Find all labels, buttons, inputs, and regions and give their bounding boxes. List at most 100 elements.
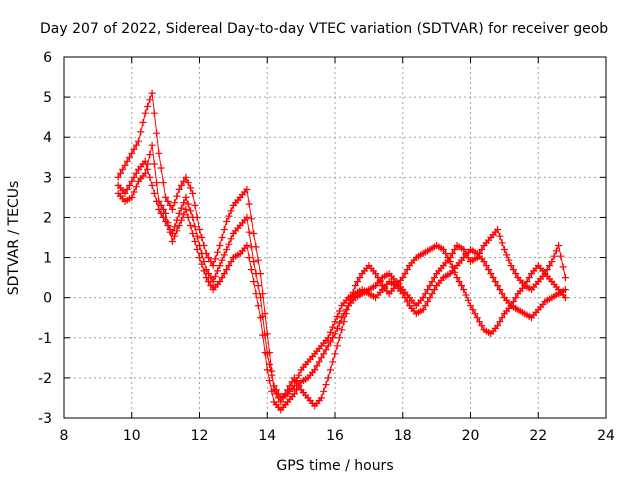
data-point	[403, 266, 411, 274]
data-point	[117, 169, 124, 177]
data-point	[146, 173, 154, 181]
data-point	[336, 334, 343, 342]
data-point	[399, 274, 407, 282]
data-point	[401, 270, 409, 278]
data-point	[324, 374, 332, 382]
data-point	[464, 296, 472, 304]
data-point	[338, 326, 346, 334]
data-point	[130, 173, 138, 181]
data-point	[324, 342, 332, 350]
data-point	[243, 185, 251, 193]
data-point	[148, 89, 156, 97]
data-point	[460, 246, 468, 253]
data-point	[555, 242, 563, 249]
grid-layer	[64, 57, 606, 418]
data-point	[173, 227, 181, 235]
data-point	[216, 278, 224, 286]
data-point	[293, 386, 301, 394]
data-point	[225, 262, 233, 270]
data-point	[295, 371, 303, 379]
data-point	[476, 318, 483, 326]
data-point	[157, 201, 165, 209]
data-point	[243, 213, 251, 221]
data-point	[333, 342, 341, 350]
data-point	[205, 254, 212, 262]
data-point	[494, 226, 502, 233]
data-point	[489, 274, 497, 282]
data-point	[187, 222, 194, 229]
data-point	[146, 151, 154, 159]
data-point	[548, 258, 556, 266]
data-point	[559, 263, 567, 271]
data-point	[193, 232, 201, 240]
data-point	[123, 185, 131, 193]
data-point	[123, 157, 131, 165]
data-point	[139, 119, 147, 126]
data-point	[205, 270, 212, 278]
data-point	[473, 314, 481, 322]
data-point	[419, 294, 427, 302]
data-point	[322, 346, 330, 354]
y-tick-label: 0	[43, 291, 52, 307]
data-point	[184, 200, 192, 208]
data-point	[155, 197, 163, 205]
data-point	[223, 266, 231, 274]
data-point	[243, 242, 251, 249]
data-point	[132, 169, 140, 177]
data-point	[478, 322, 486, 330]
data-point	[141, 109, 149, 117]
data-point	[494, 282, 502, 290]
y-tick-label: 4	[43, 130, 52, 146]
data-point	[254, 302, 262, 310]
data-point	[455, 278, 463, 286]
data-point	[175, 222, 183, 229]
data-point	[557, 252, 565, 260]
data-point	[130, 145, 138, 153]
data-point	[317, 354, 325, 362]
data-point	[439, 246, 447, 253]
data-point	[182, 173, 190, 181]
data-point	[171, 199, 179, 207]
data-point	[153, 179, 161, 187]
data-point	[177, 216, 185, 224]
data-point	[144, 160, 152, 168]
data-point	[372, 270, 380, 278]
data-point	[218, 256, 226, 264]
data-point	[428, 290, 436, 298]
data-point	[329, 323, 337, 331]
data-point	[153, 129, 161, 137]
data-point	[193, 246, 201, 253]
data-point	[331, 330, 339, 338]
data-point	[225, 240, 233, 248]
data-point	[320, 350, 328, 358]
data-point	[252, 270, 260, 278]
data-point	[250, 278, 258, 286]
data-point	[329, 358, 337, 366]
data-point	[333, 324, 341, 332]
data-point	[223, 218, 231, 225]
data-point	[460, 286, 468, 294]
data-point	[191, 223, 199, 231]
data-point	[541, 270, 549, 278]
data-point	[295, 382, 303, 390]
y-tick-label: -3	[38, 411, 52, 427]
data-point	[331, 318, 339, 326]
data-point	[171, 232, 179, 240]
data-point	[211, 272, 219, 280]
data-point	[561, 286, 569, 294]
data-point	[216, 262, 224, 270]
data-point	[191, 201, 199, 209]
data-point	[512, 270, 520, 278]
data-point	[159, 213, 167, 221]
data-point	[187, 207, 194, 215]
data-point	[132, 183, 140, 191]
data-point	[247, 243, 255, 251]
data-point	[473, 254, 481, 262]
data-point	[227, 258, 235, 266]
data-point	[130, 188, 138, 196]
data-point	[426, 294, 434, 302]
data-point	[327, 338, 334, 346]
data-point	[164, 197, 172, 205]
